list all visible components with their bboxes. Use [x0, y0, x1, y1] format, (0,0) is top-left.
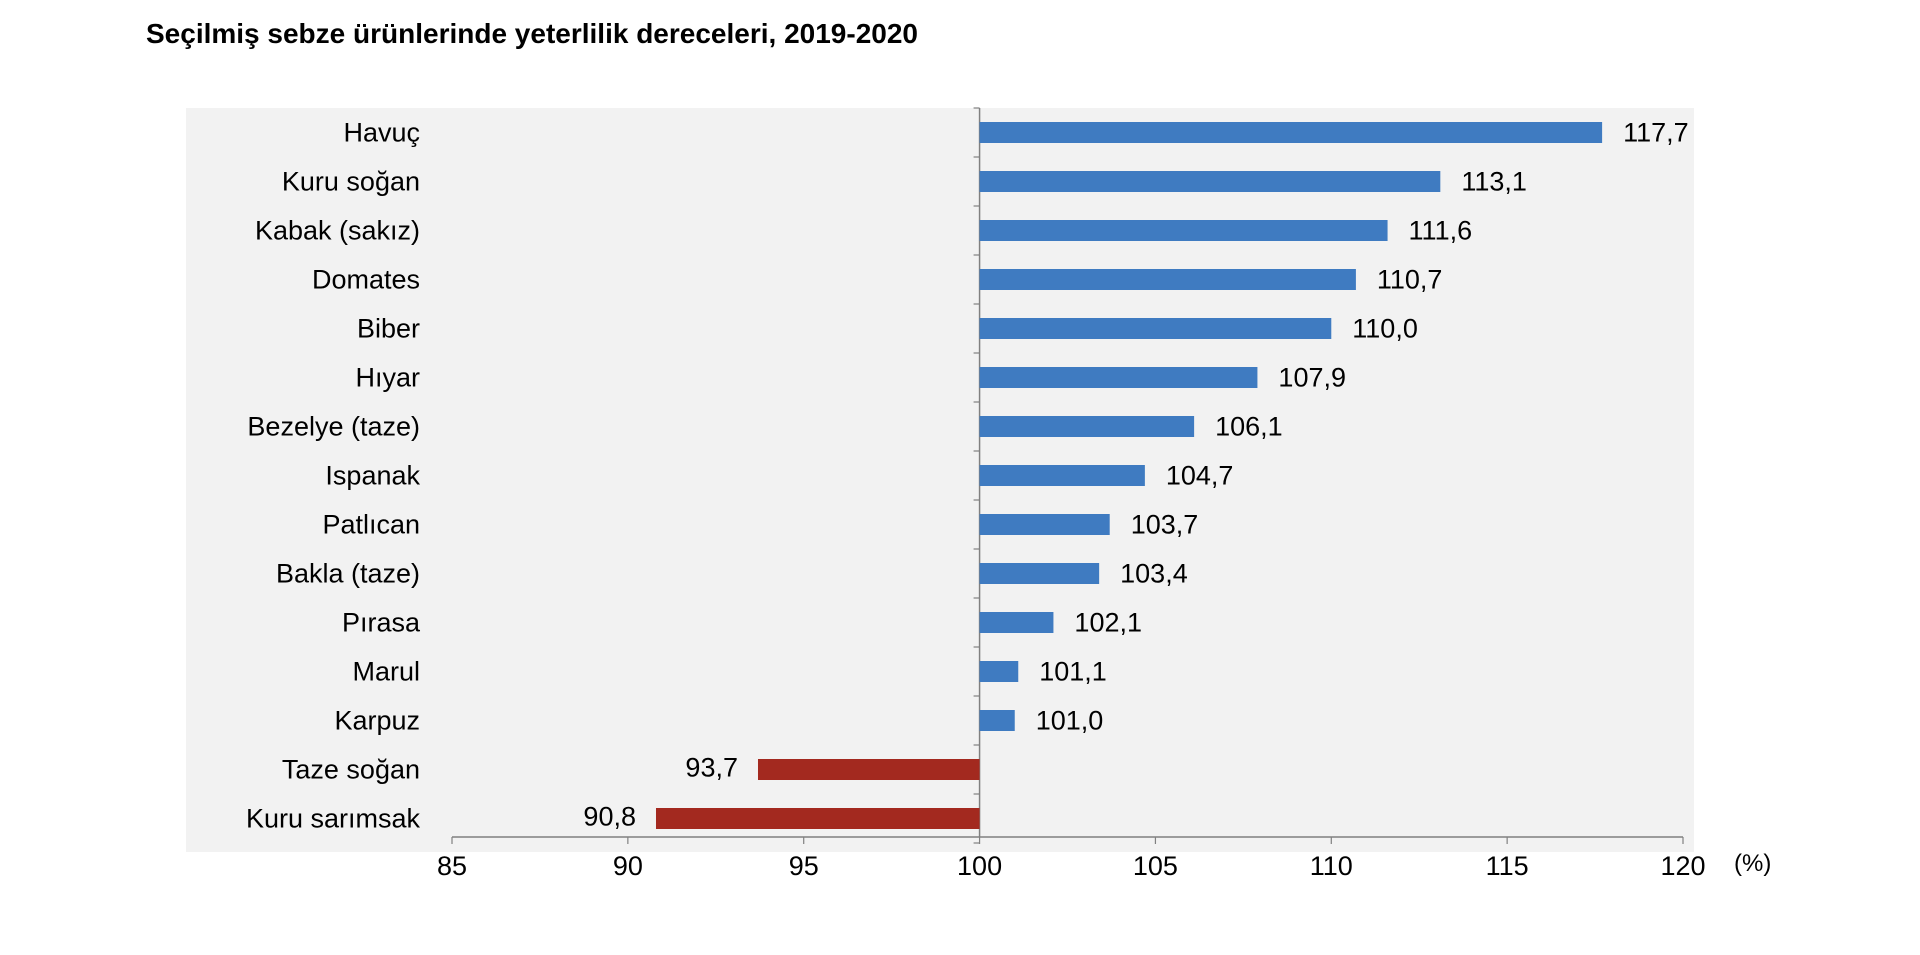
category-label: Patlıcan	[322, 510, 420, 540]
bar	[979, 367, 1258, 388]
bar	[979, 661, 1019, 682]
category-label: Kuru soğan	[282, 167, 420, 197]
category-label: Karpuz	[334, 706, 420, 736]
bar	[979, 612, 1054, 633]
bar	[979, 318, 1332, 339]
data-label: 101,0	[1036, 706, 1104, 736]
bar	[979, 122, 1603, 143]
bar	[979, 514, 1110, 535]
bar	[979, 220, 1388, 241]
data-label: 117,7	[1623, 118, 1689, 148]
category-label: Bakla (taze)	[276, 559, 420, 589]
x-tick-label: 120	[1660, 851, 1705, 881]
data-label: 102,1	[1074, 608, 1142, 638]
x-tick-label: 95	[789, 851, 819, 881]
category-label: Domates	[312, 265, 420, 295]
bar	[979, 710, 1015, 731]
x-tick-labels: 85 90 95 100 105 110 115 120	[437, 851, 1706, 881]
bar	[757, 759, 980, 780]
data-label: 101,1	[1039, 657, 1107, 687]
category-label: Ispanak	[325, 461, 420, 491]
data-label: 103,7	[1131, 510, 1199, 540]
data-label: 113,1	[1461, 167, 1527, 197]
category-label: Marul	[352, 657, 420, 687]
data-label: 111,6	[1409, 216, 1473, 246]
x-tick-label: 85	[437, 851, 467, 881]
category-label: Pırasa	[342, 608, 421, 638]
data-label: 93,7	[685, 753, 738, 783]
category-label: Hıyar	[355, 363, 420, 393]
x-tick-label: 105	[1133, 851, 1178, 881]
bar	[979, 171, 1441, 192]
x-tick-label: 90	[613, 851, 643, 881]
category-label: Taze soğan	[282, 755, 420, 785]
chart-title: Seçilmiş sebze ürünlerinde yeterlilik de…	[146, 18, 918, 49]
data-label: 110,7	[1377, 265, 1443, 295]
category-label: Kuru sarımsak	[246, 804, 421, 834]
x-tick-label: 100	[957, 851, 1002, 881]
category-label: Biber	[357, 314, 420, 344]
data-label: 106,1	[1215, 412, 1283, 442]
bar	[979, 416, 1195, 437]
data-label: 110,0	[1352, 314, 1418, 344]
data-label: 104,7	[1166, 461, 1234, 491]
bars	[655, 122, 1603, 829]
data-label: 90,8	[583, 802, 636, 832]
x-tick-label: 110	[1310, 851, 1353, 881]
bar	[979, 269, 1356, 290]
category-label: Bezelye (taze)	[247, 412, 420, 442]
plot-area	[186, 108, 1694, 852]
bar	[979, 563, 1100, 584]
x-axis-unit-label: (%)	[1734, 850, 1771, 877]
data-label: 103,4	[1120, 559, 1188, 589]
category-label: Kabak (sakız)	[255, 216, 420, 246]
bar	[655, 808, 980, 829]
x-tick-label: 115	[1486, 851, 1529, 881]
category-labels: Havuç Kuru soğan Kabak (sakız) Domates Biber…	[246, 118, 421, 834]
data-label: 107,9	[1278, 363, 1346, 393]
category-label: Havuç	[343, 118, 420, 148]
bar	[979, 465, 1145, 486]
